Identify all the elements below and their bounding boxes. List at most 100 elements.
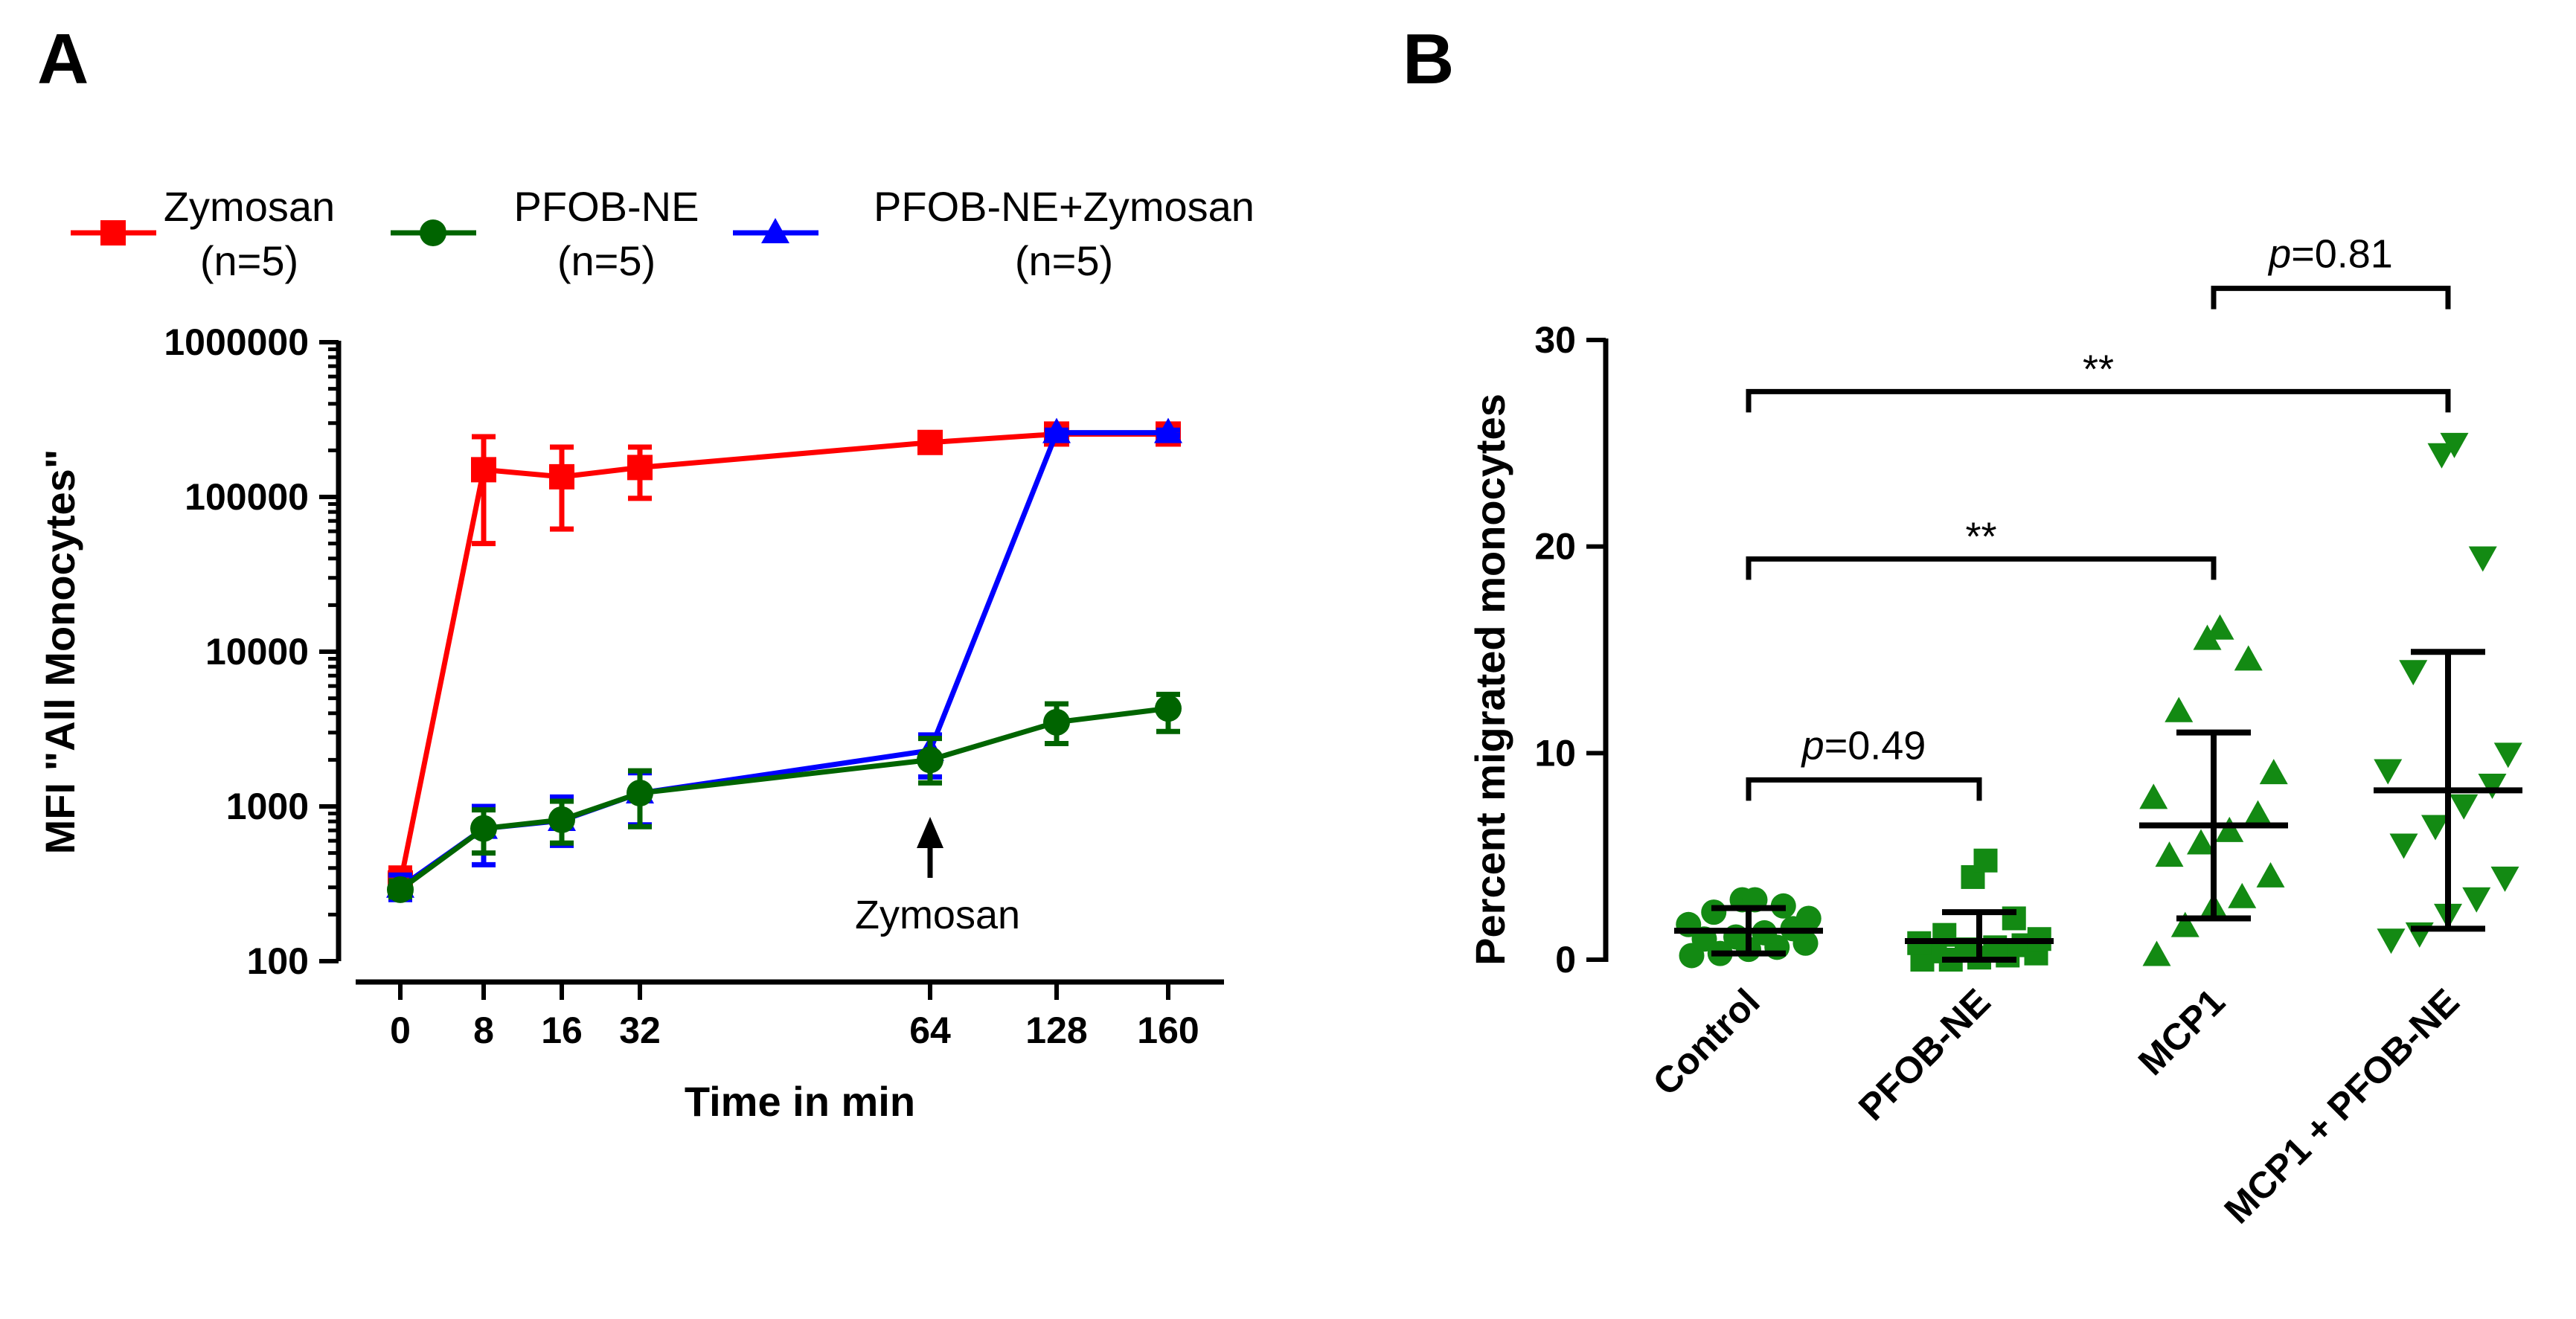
panel-b-letter: B [1403,19,1454,99]
bracket-line [1746,777,1982,801]
legend-marker [420,219,446,246]
legend: Zymosan (n=5) PFOB-NE (n=5) PFOB-NE+Zymosan (… [71,183,1255,284]
legend-label-line1: Zymosan [164,183,335,230]
data-point [1042,417,1071,443]
panel-b-scatter-chart: 0 10 20 30 Percent migrated monocytes Control… [1467,232,2522,1231]
data-point [2165,696,2194,722]
data-point [2215,816,2244,842]
data-point [2170,911,2199,937]
x-tick-label: 160 [1137,1010,1199,1051]
data-point [917,429,943,455]
data-point [387,876,414,903]
legend-label-line2: (n=5) [200,237,298,284]
y-tick-label: 20 [1534,526,1576,568]
panel-a-letter: A [37,19,89,99]
legend-label-line2: (n=5) [1015,237,1113,284]
p-value: =0.81 [2291,232,2393,277]
data-point [2478,773,2507,799]
data-point [2462,887,2491,913]
data-point [2399,660,2428,686]
data-point [2490,866,2519,892]
data-point [2421,815,2450,841]
y-tick-label: 100 [247,940,309,982]
significance-stars: ** [2083,347,2114,391]
y-tick-label: 100000 [185,476,309,518]
data-point [470,815,497,842]
y-tick-label: 1000 [226,786,309,827]
x-tick-label: 0 [390,1010,411,1051]
data-point [1155,695,1182,722]
x-tick-label: 16 [541,1010,583,1051]
data-point [1973,848,1998,873]
x-tick-label: 64 [909,1010,951,1051]
data-point [627,455,653,481]
bracket-line [2211,286,2451,309]
annotation-arrow-head [917,817,943,848]
data-point [1043,708,1070,736]
y-tick-label: 10000 [205,631,309,673]
p-symbol: p [2267,232,2291,277]
comparison-bracket: p=0.49 [1746,723,1982,801]
legend-label-line1: PFOB-NE+Zymosan [874,183,1255,230]
series-circle [387,691,1182,903]
p-value-label: p=0.81 [2267,232,2393,277]
data-point [2256,861,2285,888]
data-point [2234,645,2263,671]
x-category-label: Control [1645,981,1768,1103]
y-tick-label: 0 [1555,939,1576,981]
y-tick-label: 10 [1534,732,1576,774]
legend-marker [761,218,789,243]
data-point [2493,742,2522,768]
data-point [2259,759,2288,785]
data-point [2142,940,2171,966]
bracket-line [1746,388,2451,413]
p-value: =0.49 [1824,723,1926,768]
data-point [2374,759,2403,785]
data-point [548,806,575,833]
x-axis-title: Time in min [685,1078,915,1125]
data-point [917,746,943,774]
group-circle [1674,887,1823,969]
data-point [2205,614,2234,640]
data-point [2228,882,2257,908]
data-point [2389,833,2418,859]
legend-item: PFOB-NE (n=5) [391,183,699,284]
data-point [2450,794,2479,820]
y-axis-title: Percent migrated monocytes [1467,394,1513,966]
panel-a-line-chart: 100 1000 10000 100000 1000000 0 8 16 32 64 128 160 T… [36,183,1255,1125]
data-point [1154,417,1182,443]
bracket-line [1746,556,2217,580]
x-tick-label: 32 [619,1010,661,1051]
y-tick-label: 30 [1534,319,1576,361]
data-point [1795,905,1822,931]
y-axis-title: MFI "All Monocytes" [36,449,83,855]
x-tick-label: 128 [1025,1010,1087,1051]
data-point [2377,928,2406,954]
x-tick-label: 8 [473,1010,494,1051]
series-line [397,431,1168,884]
group-triangle-down [2374,432,2522,954]
x-category-label: MCP1 [2130,981,2233,1083]
series-line [398,705,1169,892]
data-point [1701,899,1727,925]
x-category-label: PFOB-NE [1851,981,1999,1129]
annotation-label: Zymosan [855,893,1020,937]
data-point [2187,829,2215,855]
significance-stars: ** [1965,514,1996,559]
legend-label-line2: (n=5) [557,237,656,284]
legend-label-line1: PFOB-NE [514,183,699,230]
data-point [471,457,496,483]
data-point [627,780,653,807]
data-point [549,463,574,490]
comparison-bracket: ** [1746,514,2217,580]
data-point [2440,432,2469,458]
legend-item: PFOB-NE+Zymosan (n=5) [733,183,1255,284]
data-point [2243,800,2272,826]
comparison-bracket: ** [1746,347,2451,413]
legend-marker [100,220,126,245]
legend-item: Zymosan (n=5) [71,183,335,284]
data-point [2139,783,2168,809]
p-value-label: p=0.49 [1801,723,1926,768]
data-point [2155,841,2184,867]
series-line [398,430,1168,890]
